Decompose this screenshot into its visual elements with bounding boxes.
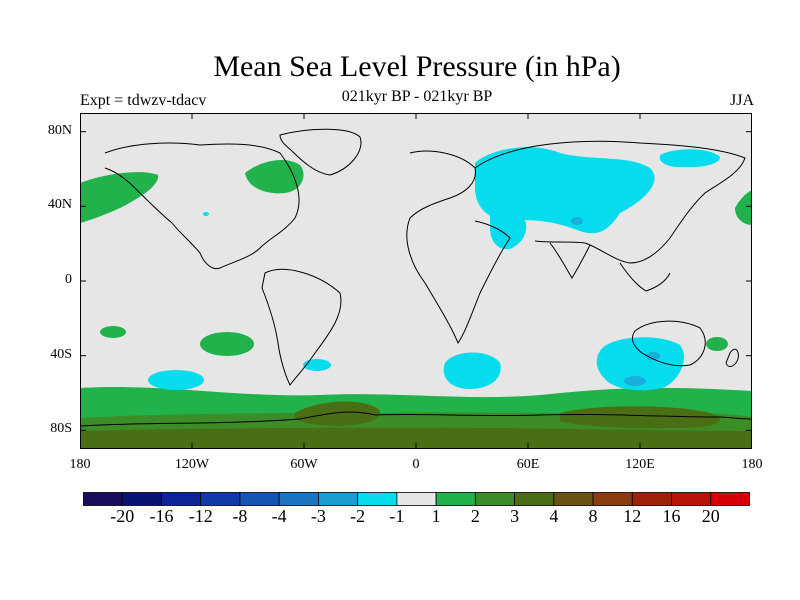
map-title: Mean Sea Level Pressure (in hPa): [213, 50, 621, 83]
colorbar-label: -12: [188, 506, 213, 526]
india-coast: [549, 242, 591, 279]
southern-indian-negative: [596, 337, 685, 391]
colorbar-swatch: [396, 492, 437, 506]
lat-label: 40N: [47, 197, 72, 213]
colorbar-label: -16: [149, 506, 174, 526]
colorbar-swatch: [474, 492, 515, 506]
colorbar-label: -4: [271, 506, 287, 526]
map-ticks: [80, 113, 752, 449]
tibet-negative-core: [571, 217, 583, 225]
colorbar: [83, 492, 750, 506]
colorbar-swatch: [200, 492, 241, 506]
lon-label: 60W: [290, 457, 318, 472]
south-pacific-positive-central: [200, 332, 254, 356]
colorbar-swatch: [553, 492, 594, 506]
colorbar-label: 8: [588, 506, 598, 526]
pressure-map: [80, 113, 752, 449]
antarctic-deep-core: [80, 427, 752, 449]
experiment-label: Expt = tdwzv-tdacv: [80, 92, 207, 109]
lat-label: 40S: [50, 346, 72, 362]
south-pacific-negative: [148, 370, 204, 390]
tasman-positive: [706, 337, 728, 351]
antarctic-eastern-max: [560, 406, 720, 429]
lon-label: 60E: [516, 457, 540, 472]
colorbar-label: 2: [470, 506, 480, 526]
colorbar-swatch: [357, 492, 398, 506]
colorbar-swatch: [631, 492, 672, 506]
lon-label: 120W: [174, 457, 210, 472]
season-label: JJA: [729, 92, 754, 109]
colorbar-label: -3: [310, 506, 326, 526]
colorbar-swatch: [83, 492, 123, 506]
lon-label: 0: [412, 457, 420, 472]
middle-east-negative: [490, 208, 527, 250]
atlantic-small-negative: [203, 212, 209, 216]
asia-coast: [474, 140, 746, 264]
colorbar-label: -20: [110, 506, 135, 526]
colorbar-label: 16: [662, 506, 681, 526]
southern-indian-negative-core: [624, 376, 646, 386]
colorbar-label: 12: [623, 506, 642, 526]
colorbar-swatch: [592, 492, 633, 506]
australia-coast: [631, 320, 706, 367]
lon-label: 180: [69, 457, 91, 472]
lat-label: 80S: [50, 421, 72, 437]
greenland-coast: [279, 128, 362, 176]
lat-label: 0: [65, 272, 72, 287]
east-pacific-positive: [735, 190, 752, 225]
colorbar-label: 3: [510, 506, 520, 526]
eurasia-negative: [475, 147, 655, 234]
antarctica-coast: [80, 411, 752, 427]
lat-label: 80N: [47, 122, 72, 138]
southern-indian-negative-core-2: [646, 352, 660, 360]
north-pacific-positive: [80, 172, 159, 223]
colorbar-label: -2: [350, 506, 366, 526]
colorbar-swatch: [671, 492, 712, 506]
arctic-siberia-negative: [659, 149, 720, 168]
hudson-bay-positive: [245, 159, 304, 194]
colorbar-swatch: [121, 492, 162, 506]
colorbar-label: -8: [232, 506, 248, 526]
falklands-negative: [303, 359, 331, 371]
colorbar-swatch: [514, 492, 555, 506]
south-pacific-positive-west: [100, 326, 126, 338]
lon-label: 120E: [625, 457, 655, 472]
colorbar-label: 4: [549, 506, 559, 526]
south-america-coast: [261, 269, 342, 386]
colorbar-swatch: [239, 492, 280, 506]
colorbar-swatch: [318, 492, 359, 506]
lon-label: 180: [741, 457, 763, 472]
antarctic-weddell-max: [294, 401, 381, 426]
colorbar-swatch: [710, 492, 750, 506]
south-atlantic-negative: [443, 352, 501, 389]
europe-africa-coast: [406, 150, 511, 345]
period-label: 021kyr BP - 021kyr BP: [341, 88, 493, 105]
southeast-asia-coast: [619, 262, 671, 292]
colorbar-swatch: [278, 492, 319, 506]
colorbar-label: 20: [701, 506, 720, 526]
colorbar-label: 1: [431, 506, 441, 526]
north-america-coast: [104, 142, 300, 270]
coastlines: [80, 128, 752, 427]
colorbar-swatch: [161, 492, 202, 506]
colorbar-swatch: [435, 492, 476, 506]
new-zealand-coast: [725, 348, 739, 367]
colorbar-label: -1: [389, 506, 405, 526]
